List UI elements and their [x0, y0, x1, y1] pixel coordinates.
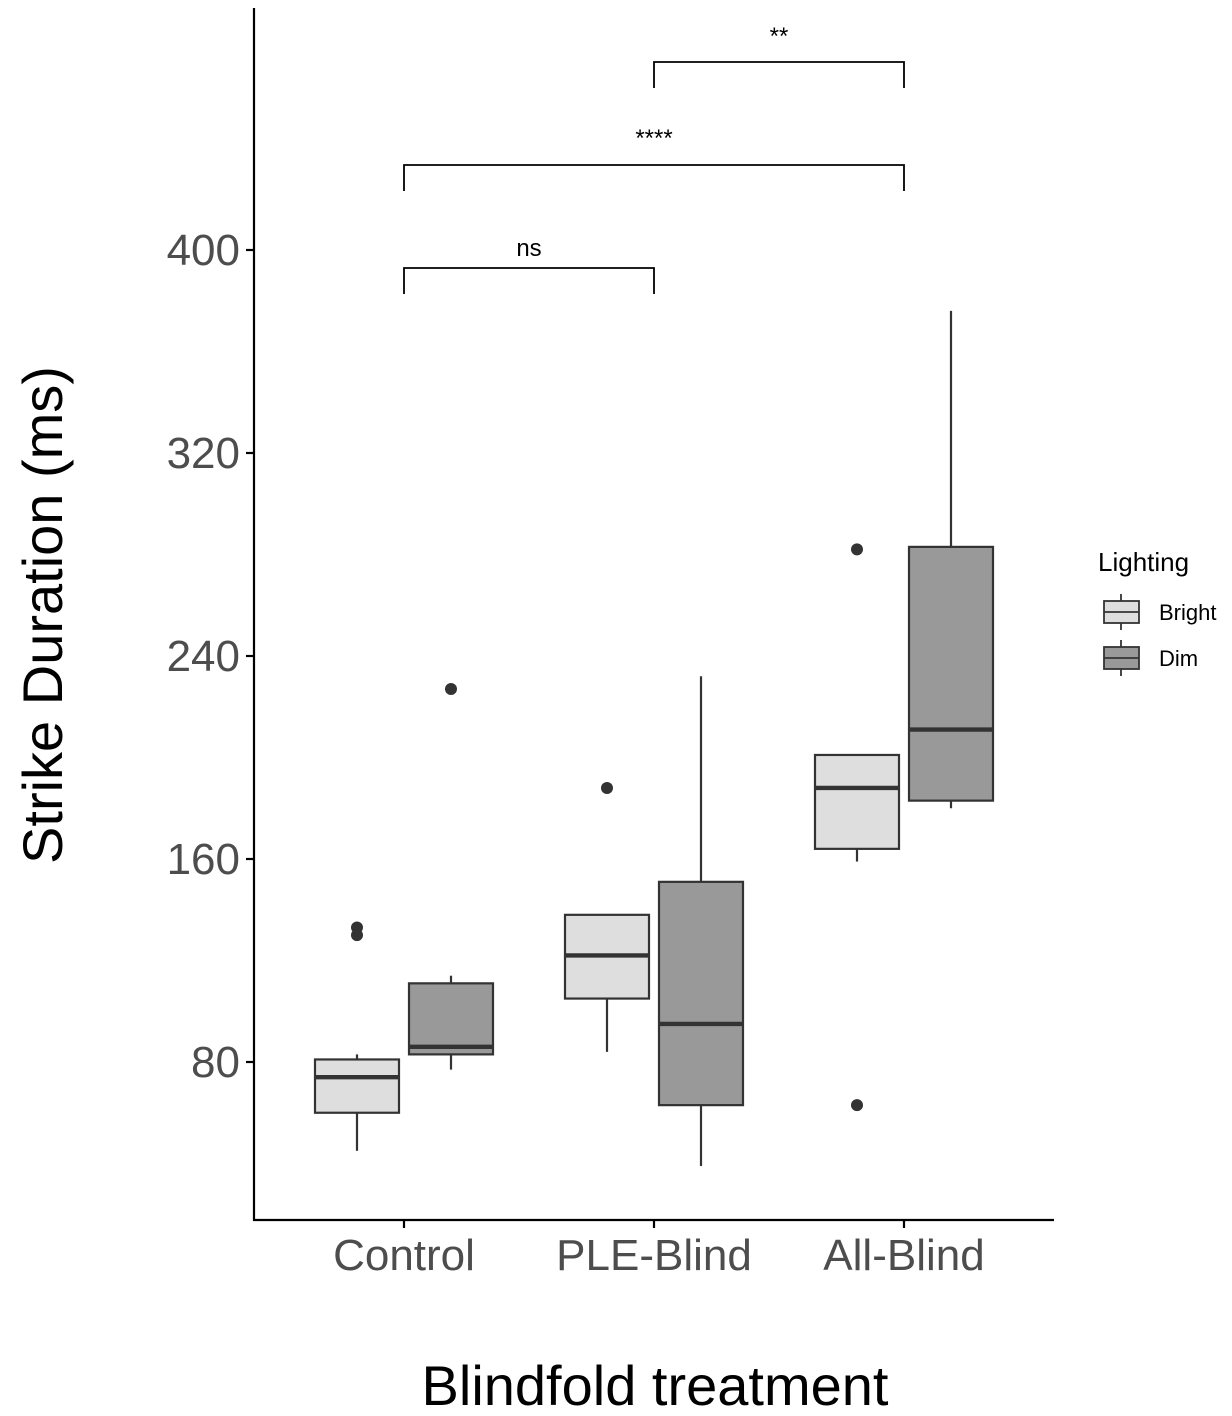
x-tick-label: PLE-Blind	[556, 1231, 752, 1280]
significance-label: **	[770, 23, 789, 50]
x-axis-title: Blindfold treatment	[422, 1354, 889, 1416]
legend-item-bright: Bright	[1103, 594, 1216, 630]
box-dim-control	[407, 975, 495, 1070]
outlier-point	[851, 543, 863, 556]
x-tick-label: Control	[333, 1231, 475, 1280]
x-ticks: Control PLE-Blind All-Blind	[333, 1220, 985, 1280]
y-ticks: 80 160 240 320 400	[167, 226, 254, 1087]
outlier-point	[851, 1099, 863, 1112]
box-iqr	[907, 545, 995, 802]
legend-title: Lighting	[1098, 547, 1189, 577]
y-axis-title: Strike Duration (ms)	[11, 366, 74, 864]
legend: Lighting Bright Dim	[1098, 547, 1216, 676]
y-tick-label: 320	[167, 429, 240, 478]
box-iqr	[313, 1058, 401, 1114]
y-tick-label: 240	[167, 632, 240, 681]
legend-item-dim: Dim	[1103, 640, 1198, 676]
legend-label: Dim	[1159, 646, 1198, 671]
significance-label: ns	[516, 235, 541, 262]
bracket-line	[403, 164, 905, 191]
significance-bracket: **	[653, 23, 905, 88]
box-dim-ple-blind	[657, 676, 745, 1167]
box-iqr	[813, 753, 901, 850]
y-tick-label: 400	[167, 226, 240, 275]
significance-brackets: ns******	[403, 23, 905, 294]
significance-label: ****	[635, 125, 672, 152]
y-tick-label: 80	[191, 1038, 240, 1087]
outliers-layer	[351, 543, 863, 1112]
outlier-point	[351, 921, 363, 934]
bracket-line	[403, 267, 655, 294]
significance-bracket: ns	[403, 235, 655, 294]
significance-bracket: ****	[403, 125, 905, 191]
outlier-point	[601, 781, 613, 794]
legend-items: Bright Dim	[1103, 594, 1216, 676]
y-tick-label: 160	[167, 835, 240, 884]
legend-label: Bright	[1159, 600, 1216, 625]
boxes-layer	[313, 310, 995, 1167]
outlier-point	[445, 682, 457, 695]
bracket-line	[653, 61, 905, 88]
box-bright-ple-blind	[563, 913, 651, 1052]
box-iqr	[657, 880, 745, 1107]
box-bright-all-blind	[813, 753, 901, 862]
x-tick-label: All-Blind	[823, 1231, 984, 1280]
box-iqr	[407, 982, 495, 1056]
box-bright-control	[313, 1054, 401, 1151]
box-dim-all-blind	[907, 310, 995, 809]
